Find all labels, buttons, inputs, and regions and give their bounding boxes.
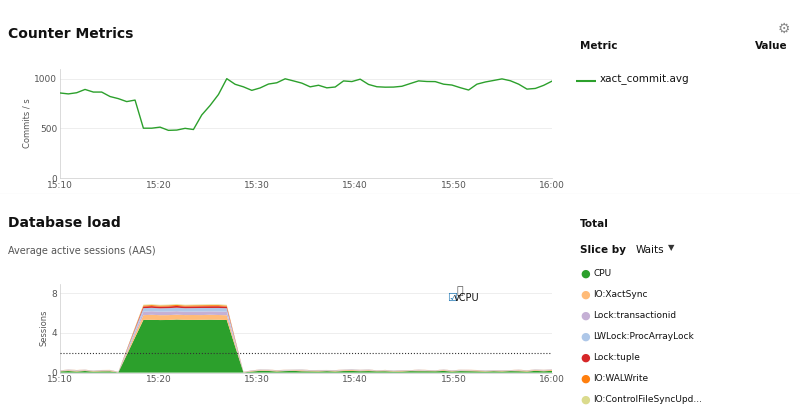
Text: ⏸: ⏸ (457, 286, 463, 296)
Text: ●: ● (580, 269, 590, 278)
Text: vCPU: vCPU (454, 293, 480, 303)
Text: ●: ● (580, 353, 590, 362)
Text: ●: ● (580, 311, 590, 320)
Text: ▼: ▼ (668, 243, 674, 252)
Text: Waits: Waits (636, 245, 665, 255)
Y-axis label: Commits / s: Commits / s (22, 99, 31, 148)
Text: Slice by: Slice by (580, 245, 626, 255)
Text: Value: Value (755, 40, 788, 51)
Text: CPU: CPU (594, 269, 612, 278)
Text: Counter Metrics: Counter Metrics (8, 27, 134, 41)
Text: ⚙: ⚙ (778, 21, 790, 36)
Text: Lock:transactionid: Lock:transactionid (594, 311, 677, 320)
Text: Database load: Database load (8, 216, 121, 230)
Text: ●: ● (580, 332, 590, 341)
Text: Average active sessions (AAS): Average active sessions (AAS) (8, 246, 156, 256)
Text: IO:ControlFileSyncUpd...: IO:ControlFileSyncUpd... (594, 395, 702, 404)
Text: LWLock:ProcArrayLock: LWLock:ProcArrayLock (594, 332, 694, 341)
Text: Metric: Metric (580, 40, 618, 51)
Text: Total: Total (580, 219, 609, 229)
Text: ●: ● (580, 395, 590, 405)
Text: Lock:tuple: Lock:tuple (594, 353, 641, 362)
Text: IO:WALWrite: IO:WALWrite (594, 374, 649, 383)
Text: ●: ● (580, 374, 590, 384)
Text: IO:XactSync: IO:XactSync (594, 290, 648, 299)
Text: ☑: ☑ (447, 293, 457, 303)
Y-axis label: Sessions: Sessions (40, 310, 49, 346)
Text: xact_commit.avg: xact_commit.avg (600, 74, 690, 84)
Text: ●: ● (580, 290, 590, 299)
